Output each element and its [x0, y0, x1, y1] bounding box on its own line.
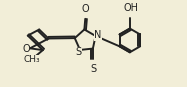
Text: O: O — [22, 44, 30, 54]
Text: O: O — [82, 4, 90, 14]
Text: CH₃: CH₃ — [23, 55, 40, 64]
Text: N: N — [94, 30, 101, 40]
Text: OH: OH — [124, 3, 139, 13]
Text: S: S — [76, 47, 82, 57]
Text: S: S — [90, 64, 96, 74]
